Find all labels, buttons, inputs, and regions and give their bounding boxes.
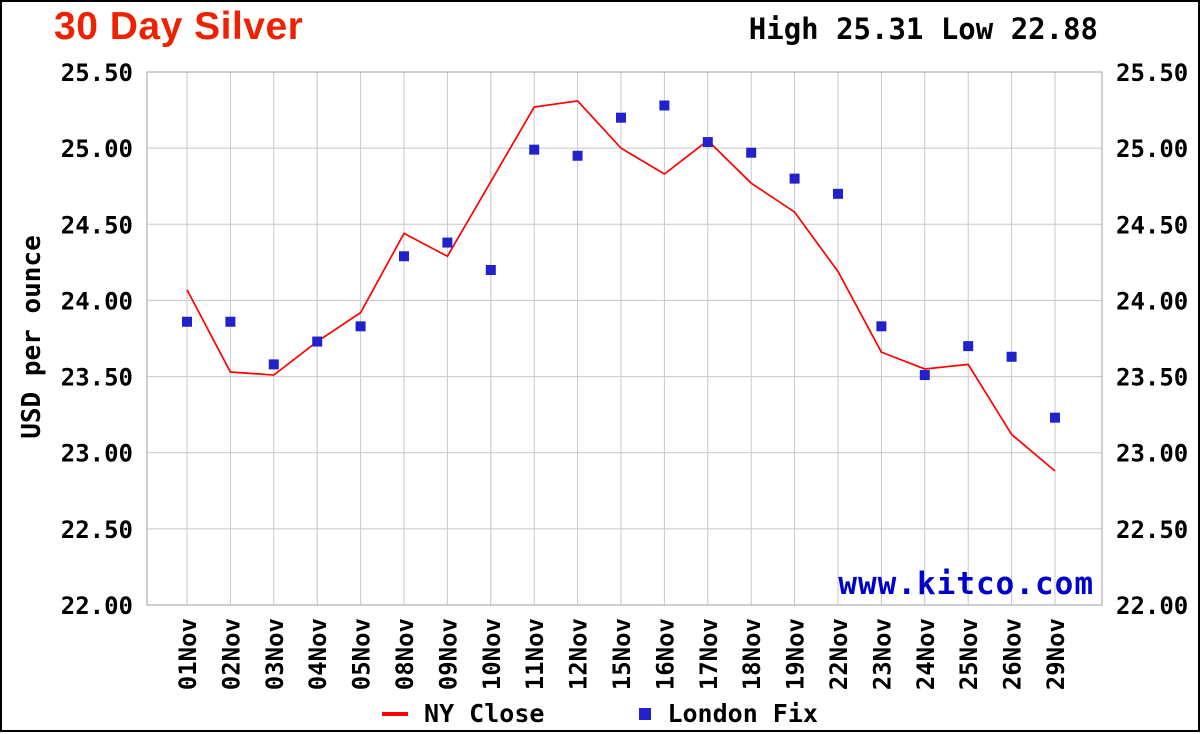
y-tick-label-right: 24.00 (1116, 287, 1188, 315)
plot-border (146, 71, 1103, 606)
legend-label-ny-close: NY Close (424, 699, 545, 728)
y-tick-label-right: 25.00 (1116, 135, 1188, 163)
y-tick-label-left: 23.50 (61, 364, 133, 392)
x-tick-label: 26Nov (999, 618, 1027, 690)
x-tick-label: 03Nov (261, 618, 289, 690)
london-fix-point (963, 341, 974, 352)
y-tick-label-left: 22.50 (61, 516, 133, 544)
london-fix-point (659, 100, 670, 111)
y-tick-label-left: 24.00 (61, 287, 133, 315)
ny-close-line (186, 100, 1056, 472)
x-tick-label: 10Nov (478, 618, 506, 690)
x-tick-label: 08Nov (391, 618, 419, 690)
x-tick-label: 29Nov (1042, 618, 1070, 690)
y-tick-label-left: 22.00 (61, 592, 133, 620)
x-tick-label: 12Nov (565, 618, 593, 690)
london-fix-point (572, 150, 583, 161)
ny-close-line-icon (382, 711, 409, 716)
x-tick-label: 02Nov (217, 618, 245, 690)
london-fix-point (442, 237, 453, 248)
y-tick-label-left: 25.00 (61, 135, 133, 163)
legend-item-london-fix: London Fix (639, 699, 818, 728)
legend: NY Close London Fix (2, 699, 1198, 728)
y-tick-label-left: 25.50 (61, 59, 133, 87)
x-tick-label: 09Nov (434, 618, 462, 690)
london-fix-point (876, 321, 887, 332)
london-fix-square-icon (639, 707, 652, 720)
x-tick-label: 19Nov (782, 618, 810, 690)
london-fix-point (268, 359, 279, 370)
london-fix-point (1050, 412, 1060, 423)
y-tick-label-right: 24.50 (1116, 211, 1188, 239)
chart-title: 30 Day Silver (54, 5, 304, 48)
london-fix-point (312, 336, 323, 347)
y-tick-label-right: 22.50 (1116, 516, 1188, 544)
high-low-label: High 25.31 Low 22.88 (748, 12, 1098, 46)
london-fix-point (746, 147, 757, 158)
london-fix-point (399, 251, 409, 262)
london-fix-point (225, 316, 236, 327)
x-tick-label: 15Nov (608, 618, 636, 690)
x-tick-label: 16Nov (651, 618, 679, 690)
x-tick-label: 05Nov (348, 618, 376, 690)
y-tick-label-right: 22.00 (1116, 592, 1188, 620)
london-fix-point (789, 173, 800, 184)
x-tick-label: 25Nov (955, 618, 983, 690)
london-fix-point (355, 321, 366, 332)
x-tick-label: 01Nov (174, 618, 202, 690)
london-fix-point (529, 144, 540, 155)
x-tick-label: 23Nov (868, 618, 896, 690)
y-tick-label-left: 23.00 (61, 440, 133, 468)
london-fix-point (616, 112, 626, 123)
legend-label-london-fix: London Fix (667, 699, 818, 728)
x-tick-label: 04Nov (304, 618, 332, 690)
london-fix-point (919, 370, 930, 381)
x-tick-label: 18Nov (738, 618, 766, 690)
y-tick-label-right: 23.00 (1116, 440, 1188, 468)
x-tick-label: 22Nov (825, 618, 853, 690)
london-fix-point (833, 188, 843, 199)
london-fix-point (182, 316, 192, 327)
x-tick-label: 11Nov (521, 618, 549, 690)
y-tick-label-left: 24.50 (61, 211, 133, 239)
x-tick-label: 17Nov (695, 618, 723, 690)
legend-item-ny-close: NY Close (382, 699, 544, 728)
kitco-watermark: www.kitco.com (838, 566, 1094, 602)
london-fix-point (702, 137, 713, 148)
london-fix-point (485, 264, 496, 275)
london-fix-point (1006, 351, 1017, 362)
x-tick-label: 24Nov (912, 618, 940, 690)
y-tick-label-right: 25.50 (1116, 59, 1188, 87)
y-tick-label-right: 23.50 (1116, 364, 1188, 392)
